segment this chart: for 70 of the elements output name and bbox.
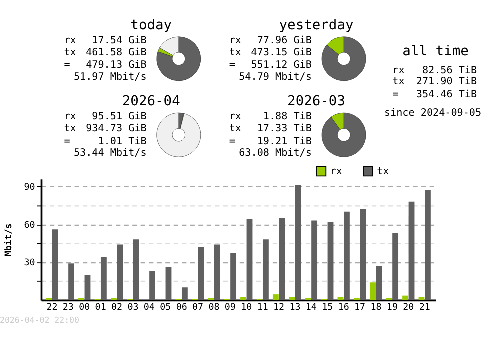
text: rx [64, 35, 76, 46]
x-tick-label: 02 [112, 302, 123, 313]
x-tick-label: 13 [290, 302, 301, 313]
text: rx [229, 35, 242, 46]
text: = [229, 136, 236, 148]
x-tick-label: 09 [224, 302, 236, 313]
x-tick-label: 15 [322, 302, 334, 313]
text: 551.12 GiB [251, 60, 312, 72]
x-tick-label: 01 [95, 302, 106, 313]
x-tick-label: 04 [144, 302, 156, 313]
x-tick-label: 21 [419, 302, 430, 313]
text: = [392, 89, 399, 100]
text: tx [229, 123, 242, 134]
text: tx [64, 47, 76, 58]
x-tick-label: 12 [274, 302, 285, 313]
text: = [64, 136, 70, 148]
text: rx [392, 66, 405, 77]
text: tx [64, 123, 76, 134]
x-tick-label: 07 [192, 302, 204, 313]
text: 82.56 TiB [422, 66, 478, 77]
text: = [64, 60, 70, 72]
legend-label: tx [377, 166, 390, 178]
text: 19.21 TiB [257, 136, 312, 148]
x-tick-label: 06 [176, 302, 188, 313]
chart-title: yesterday [279, 18, 354, 34]
text: 54.79 Mbit/s [239, 72, 312, 84]
text: 53.44 Mbit/s [74, 148, 147, 160]
x-tick-label: 19 [386, 302, 398, 313]
x-tick-label: 20 [403, 302, 414, 313]
text: = [229, 60, 236, 72]
y-tick-label: 30 [24, 258, 36, 269]
text: 479.13 GiB [86, 60, 147, 72]
chart-title: 2026-04 [122, 94, 180, 110]
x-tick-label: 16 [338, 302, 350, 313]
text: 271.90 TiB [416, 76, 478, 88]
text: rx [64, 112, 76, 122]
text: 461.58 GiB [86, 47, 147, 58]
legend-label: rx [330, 166, 342, 178]
text: all time [402, 43, 469, 60]
text: 354.46 TiB [416, 89, 478, 100]
x-tick-label: 23 [62, 302, 74, 313]
text: 934.73 GiB [86, 123, 147, 134]
x-tick-label: 08 [208, 302, 220, 313]
x-tick-label: 14 [306, 302, 318, 313]
x-tick-label: 18 [370, 302, 382, 313]
text: 63.08 Mbit/s [239, 148, 312, 160]
y-tick-label: 60 [24, 220, 36, 231]
x-tick-label: 03 [128, 302, 139, 313]
text: 95.51 GiB [92, 112, 147, 122]
text: 17.54 GiB [92, 35, 147, 46]
x-tick-label: 10 [241, 302, 252, 313]
text: tx [392, 76, 405, 88]
text: 1.88 TiB [263, 112, 312, 122]
text: 51.97 Mbit/s [74, 72, 147, 84]
text: rx [229, 112, 242, 122]
text: 17.33 TiB [257, 123, 312, 134]
x-tick-label: 11 [257, 302, 268, 313]
text: 473.15 GiB [251, 47, 312, 58]
x-tick-label: 22 [46, 302, 58, 313]
y-tick-label: 90 [24, 182, 36, 193]
text: 77.96 GiB [257, 35, 312, 46]
x-tick-label: 05 [160, 302, 172, 313]
x-tick-label: 17 [354, 302, 366, 313]
text: tx [229, 47, 242, 58]
x-tick-label: 00 [79, 302, 90, 313]
y-axis-title: Mbit/s [3, 224, 14, 257]
text: 1.01 TiB [98, 136, 147, 148]
text: since 2024-09-05 [384, 108, 482, 119]
chart-title: today [130, 18, 172, 34]
chart-title: 2026-03 [288, 94, 346, 110]
